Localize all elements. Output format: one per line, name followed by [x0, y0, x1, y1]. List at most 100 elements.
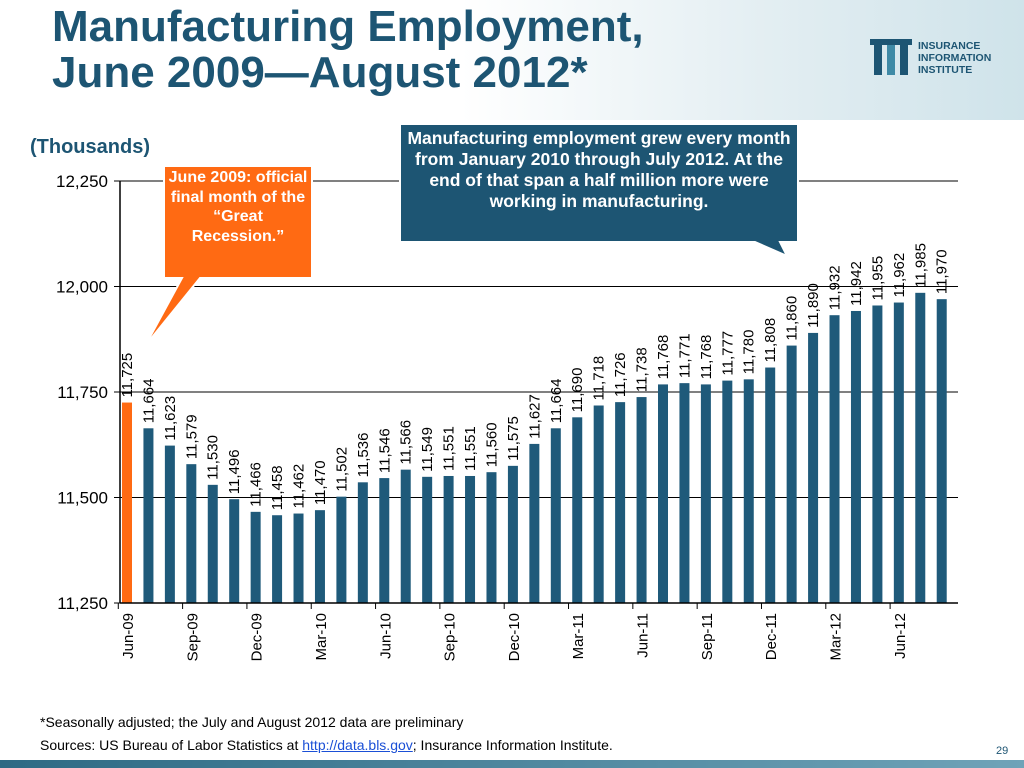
sources-line: Sources: US Bureau of Labor Statistics a… — [40, 737, 613, 753]
x-tick-label: Jun-10 — [377, 613, 394, 659]
units-label: (Thousands) — [30, 136, 150, 158]
data-label: 11,551 — [441, 426, 458, 471]
y-tick-label: 11,750 — [57, 383, 108, 402]
bar — [572, 417, 583, 603]
logo-line-2: INFORMATION — [918, 52, 992, 64]
bar — [658, 384, 668, 603]
bar — [357, 482, 368, 603]
data-label: 11,942 — [848, 261, 865, 306]
data-label: 11,623 — [162, 396, 179, 441]
data-label: 11,530 — [205, 435, 222, 480]
bar — [379, 478, 390, 603]
header-band — [0, 0, 1024, 120]
logo-text: INSURANCE INFORMATION INSTITUTE — [918, 40, 991, 76]
bar — [164, 445, 175, 603]
bar — [743, 379, 754, 603]
bar — [207, 484, 218, 603]
bar — [400, 469, 411, 603]
bar — [936, 299, 947, 603]
bar — [915, 292, 926, 603]
data-label: 11,725 — [119, 353, 136, 398]
bar — [122, 402, 132, 603]
bar — [272, 515, 283, 603]
data-label: 11,502 — [333, 447, 350, 492]
data-label: 11,536 — [355, 433, 372, 478]
data-label: 11,718 — [591, 356, 608, 401]
data-label: 11,985 — [912, 243, 929, 288]
bar — [336, 496, 347, 603]
data-label: 11,890 — [805, 283, 822, 328]
logo-line-3: INSTITUTE — [918, 64, 973, 76]
x-tick-label: Jun-11 — [635, 613, 652, 658]
data-label: 11,777 — [719, 331, 736, 376]
y-tick-label: 11,250 — [57, 594, 108, 613]
title-line-1: Manufacturing Employment, — [52, 2, 644, 51]
bar — [850, 310, 861, 603]
data-label: 11,551 — [462, 426, 479, 471]
x-tick-label: Mar-12 — [828, 613, 845, 661]
bar — [829, 315, 840, 603]
bar — [229, 499, 240, 603]
data-label: 11,627 — [526, 394, 543, 439]
data-label: 11,690 — [569, 368, 586, 413]
sources-prefix: Sources: US Bureau of Labor Statistics a… — [40, 737, 303, 753]
bar — [765, 367, 776, 603]
data-label: 11,579 — [183, 414, 200, 459]
bls-link[interactable]: http://data.bls.gov — [302, 737, 413, 753]
bar — [486, 472, 497, 603]
bar — [507, 465, 518, 603]
bar — [593, 405, 604, 603]
data-label: 11,955 — [869, 256, 886, 301]
data-label: 11,962 — [891, 253, 908, 298]
bar — [443, 475, 454, 603]
logo-line-1: INSURANCE — [918, 40, 981, 52]
bottom-band — [0, 760, 1024, 768]
y-tick-label: 11,500 — [57, 489, 108, 508]
bar — [786, 345, 797, 603]
data-label: 11,549 — [419, 427, 436, 472]
x-tick-label: Sep-10 — [442, 613, 459, 661]
bar — [143, 428, 154, 603]
data-label: 11,575 — [505, 416, 522, 461]
page-number: 29 — [996, 745, 1009, 757]
data-label: 11,546 — [376, 428, 393, 473]
data-label: 11,664 — [140, 379, 157, 424]
x-tick-label: Jun-12 — [892, 613, 909, 659]
x-tick-label: Dec-10 — [506, 613, 523, 661]
iii-logo: INSURANCE INFORMATION INSTITUTE — [868, 36, 1018, 82]
data-label: 11,780 — [741, 330, 758, 375]
x-tick-label: Mar-11 — [570, 613, 587, 659]
bar — [679, 383, 690, 603]
data-label: 11,560 — [483, 422, 500, 467]
bar — [615, 402, 626, 603]
data-label: 11,932 — [827, 265, 844, 310]
orange-callout-text: June 2009: official final month of the “… — [168, 169, 308, 245]
bar — [700, 384, 711, 603]
x-tick-label: Dec-11 — [763, 613, 780, 660]
data-label: 11,664 — [548, 379, 565, 424]
callout-text: Manufacturing employment grew every mont… — [407, 128, 791, 211]
bar — [550, 428, 561, 603]
bar — [893, 302, 904, 603]
data-label: 11,726 — [612, 352, 629, 397]
x-tick-label: Sep-11 — [699, 613, 716, 660]
data-label: 11,768 — [698, 335, 715, 380]
y-tick-label: 12,250 — [56, 172, 108, 191]
data-label: 11,768 — [655, 335, 672, 380]
data-label: 11,496 — [226, 449, 243, 494]
data-label: 11,462 — [291, 464, 308, 509]
bar — [422, 476, 433, 603]
y-tick-label: 12,000 — [56, 278, 108, 297]
bar — [722, 380, 733, 603]
sources-suffix: ; Insurance Information Institute. — [412, 737, 613, 753]
orange-callout-box — [144, 165, 313, 347]
bar — [529, 443, 540, 603]
data-label: 11,566 — [398, 420, 415, 465]
data-label: 11,458 — [269, 465, 286, 510]
bar — [465, 475, 476, 603]
iii-logo-icon — [870, 39, 912, 75]
data-label: 11,860 — [784, 296, 801, 341]
bar — [872, 305, 883, 603]
bar — [250, 511, 261, 603]
